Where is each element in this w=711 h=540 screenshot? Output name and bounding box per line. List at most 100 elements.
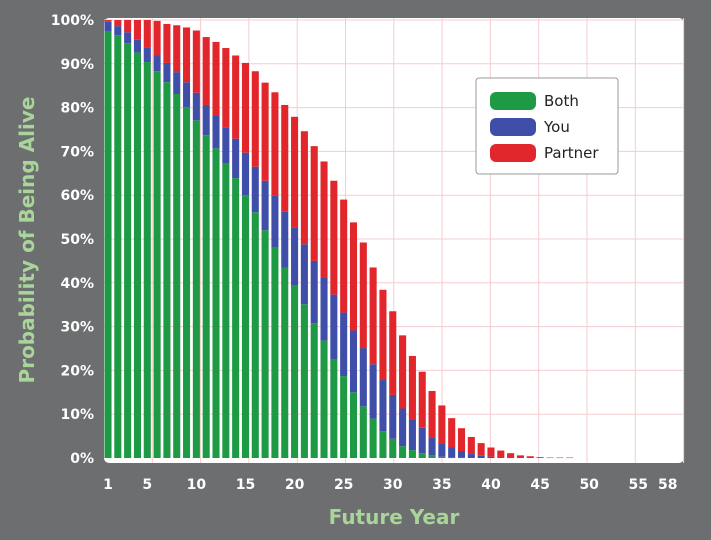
bar-both-year-8 <box>173 94 181 459</box>
legend-swatch-both <box>490 92 536 110</box>
bar-partner-year-18 <box>271 92 279 196</box>
bar-partner-year-11 <box>202 37 210 105</box>
bar-you-year-18 <box>271 195 279 248</box>
bar-you-year-1 <box>104 21 112 32</box>
bar-partner-year-40 <box>487 447 495 457</box>
bar-both-year-31 <box>399 446 407 458</box>
bar-partner-year-20 <box>291 116 299 228</box>
x-tick-label: 35 <box>432 477 451 493</box>
bar-you-year-33 <box>418 427 426 454</box>
bar-you-year-20 <box>291 227 299 286</box>
bar-both-year-19 <box>281 267 289 458</box>
x-tick-label: 20 <box>285 477 305 493</box>
bar-you-year-10 <box>192 92 200 121</box>
bar-partner-year-14 <box>232 55 240 139</box>
bar-both-year-25 <box>340 376 348 458</box>
x-axis-title: Future Year <box>329 505 460 529</box>
bar-partner-year-8 <box>173 25 181 73</box>
bar-both-year-3 <box>124 43 132 459</box>
bar-you-year-13 <box>222 127 230 164</box>
bar-both-year-36 <box>448 457 456 459</box>
y-axis-title: Probability of Being Alive <box>15 97 39 384</box>
bar-partner-year-36 <box>448 418 456 448</box>
x-tick-label: 45 <box>530 477 549 493</box>
bar-both-year-26 <box>349 392 358 458</box>
bar-partner-year-7 <box>163 23 171 63</box>
bar-both-year-10 <box>192 120 200 459</box>
bar-partner-year-30 <box>389 311 397 395</box>
x-tick-label: 10 <box>187 477 207 493</box>
y-tick-label: 0% <box>70 451 94 467</box>
bar-partner-year-26 <box>349 222 358 331</box>
bar-partner-year-34 <box>428 390 436 438</box>
y-tick-label: 100% <box>51 13 94 29</box>
bar-partner-year-4 <box>133 20 141 40</box>
y-tick-label: 90% <box>60 57 94 73</box>
bar-you-year-30 <box>389 394 397 439</box>
bar-partner-year-48 <box>566 457 574 459</box>
bar-partner-year-25 <box>340 199 348 313</box>
x-tick-label: 58 <box>658 477 677 493</box>
bar-you-year-11 <box>202 104 210 136</box>
bar-partner-year-38 <box>467 436 475 455</box>
bar-both-year-29 <box>379 431 387 458</box>
bar-you-year-26 <box>349 330 358 393</box>
bar-both-year-1 <box>104 31 112 458</box>
bar-you-year-15 <box>241 152 250 196</box>
bar-both-year-35 <box>438 456 446 458</box>
bar-you-year-14 <box>232 138 240 179</box>
bar-partner-year-29 <box>379 289 387 381</box>
bar-partner-year-32 <box>408 355 416 420</box>
bar-you-year-38 <box>467 454 475 458</box>
bar-both-year-32 <box>408 450 416 458</box>
bar-both-year-11 <box>202 135 210 458</box>
bar-you-year-22 <box>310 260 318 324</box>
x-tick-label: 55 <box>629 477 648 493</box>
bar-partner-year-39 <box>477 443 485 456</box>
bar-partner-year-43 <box>516 455 524 458</box>
bar-partner-year-28 <box>369 267 377 365</box>
legend-label-both: Both <box>544 92 579 110</box>
bar-partner-year-16 <box>251 71 259 167</box>
bar-partner-year-46 <box>546 457 554 459</box>
bar-both-year-34 <box>428 455 436 458</box>
y-tick-label: 50% <box>60 232 94 248</box>
bar-you-year-27 <box>359 348 367 407</box>
bar-you-year-9 <box>183 82 191 108</box>
y-tick-label: 60% <box>60 188 94 204</box>
bar-both-year-5 <box>143 62 151 459</box>
bar-you-year-3 <box>124 32 132 44</box>
y-tick-label: 40% <box>60 276 94 292</box>
bar-you-year-19 <box>281 211 289 268</box>
bar-partner-year-41 <box>497 450 505 458</box>
bar-both-year-6 <box>153 71 161 458</box>
bar-both-year-18 <box>271 247 279 458</box>
bar-you-year-6 <box>153 55 161 72</box>
y-axis-ticks: 0% 10% 20% 30% 40% 50% 60% 70% 80% 90% 100% <box>51 13 94 467</box>
bar-both-year-28 <box>369 418 377 458</box>
bar-partner-year-27 <box>359 242 367 349</box>
x-tick-label: 15 <box>236 477 255 493</box>
bar-both-year-14 <box>232 178 240 458</box>
bar-both-year-16 <box>251 212 259 458</box>
bar-you-year-2 <box>114 26 122 36</box>
bar-partner-year-23 <box>320 161 328 278</box>
bar-both-year-30 <box>389 438 397 458</box>
legend-swatch-you <box>490 118 536 136</box>
bar-you-year-7 <box>163 62 171 83</box>
bar-you-year-35 <box>438 443 446 457</box>
bar-partner-year-47 <box>556 457 564 459</box>
y-tick-label: 30% <box>60 320 94 336</box>
bar-both-year-2 <box>114 35 122 458</box>
bar-partner-year-22 <box>310 146 318 261</box>
bar-you-year-4 <box>133 39 141 53</box>
bar-you-year-12 <box>212 115 220 149</box>
y-tick-label: 80% <box>60 101 94 117</box>
bar-you-year-8 <box>173 72 181 95</box>
bar-partner-year-1 <box>104 20 112 22</box>
bar-you-year-41 <box>497 457 505 458</box>
bar-partner-year-15 <box>241 62 250 153</box>
bar-you-year-5 <box>143 47 151 63</box>
bar-partner-year-5 <box>143 20 151 48</box>
bar-partner-year-37 <box>457 428 466 451</box>
